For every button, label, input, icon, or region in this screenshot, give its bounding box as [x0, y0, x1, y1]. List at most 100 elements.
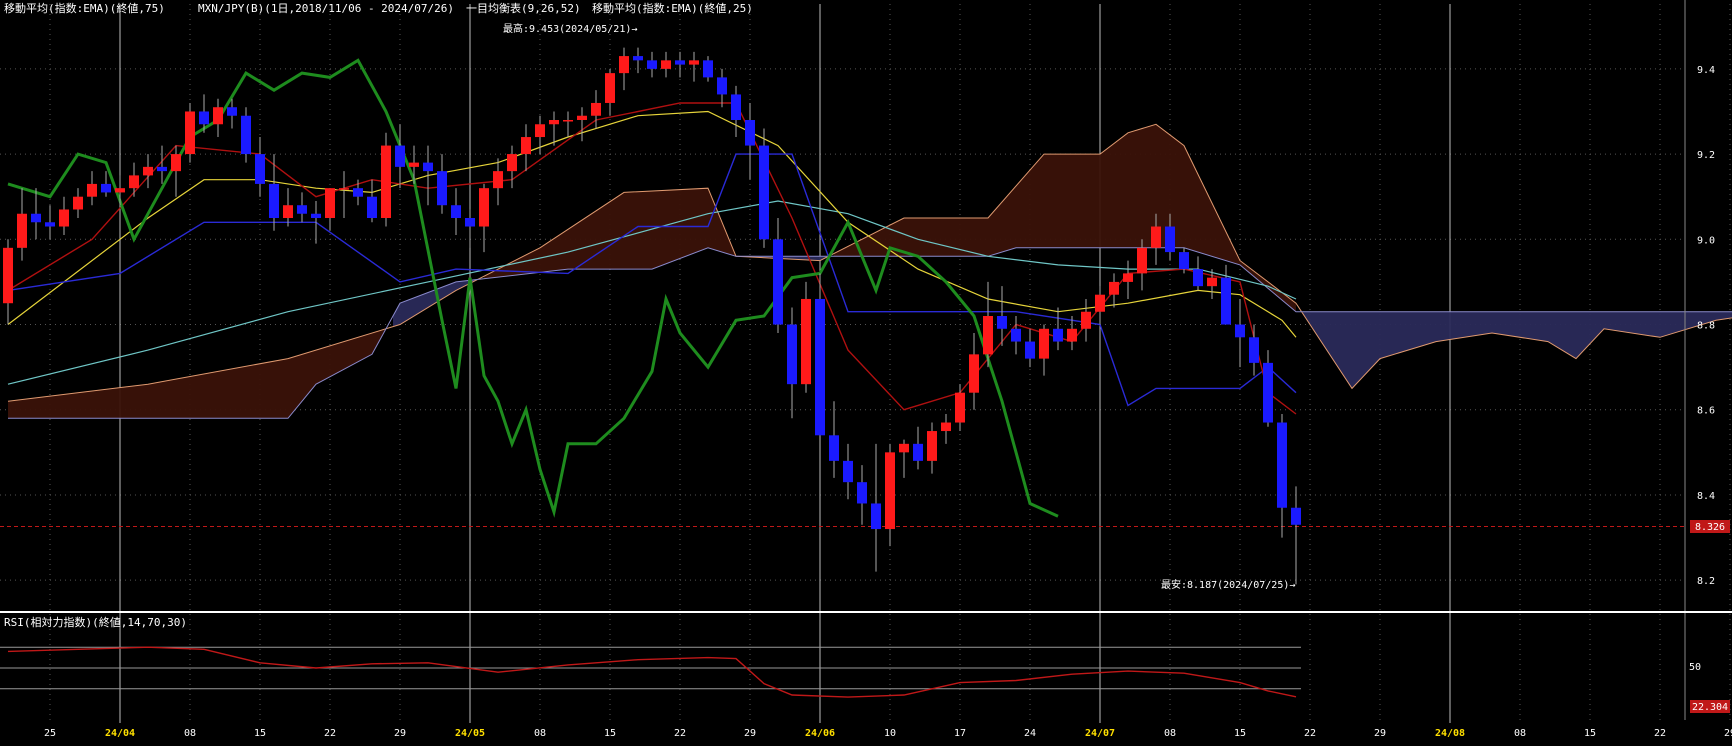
candle-down — [1263, 362, 1273, 423]
candle-up — [619, 56, 629, 74]
date-tick-label: 22 — [1304, 728, 1316, 739]
price-tick-label: 8.4 — [1697, 491, 1715, 502]
candle-down — [829, 435, 839, 461]
candle-up — [283, 205, 293, 218]
candle-down — [1011, 328, 1021, 342]
date-tick-label: 08 — [534, 728, 546, 739]
price-tick-label: 8.8 — [1697, 321, 1715, 332]
candle-down — [871, 503, 881, 530]
date-tick-label: 22 — [1654, 728, 1666, 739]
candle-up — [955, 392, 965, 423]
date-tick-label: 24/05 — [455, 728, 485, 739]
date-tick-label: 15 — [1234, 728, 1246, 739]
candle-down — [311, 213, 321, 218]
candle-up — [885, 452, 895, 530]
candle-down — [367, 196, 377, 218]
labels: 移動平均(指数:EMA)(終値,75) MXN/JPY(B)(1日,2018/1… — [4, 1, 1730, 713]
candle-up — [409, 162, 419, 167]
date-tick-label: 25 — [44, 728, 56, 739]
candle-up — [927, 431, 937, 461]
date-tick-label: 22 — [674, 728, 686, 739]
candle-down — [1277, 422, 1287, 508]
candle-up — [493, 171, 503, 189]
candle-up — [899, 443, 909, 453]
date-tick-label: 08 — [184, 728, 196, 739]
candle-down — [787, 324, 797, 385]
candle-down — [1179, 252, 1189, 270]
candle-up — [87, 183, 97, 197]
candle-up — [969, 354, 979, 393]
candle-down — [1221, 277, 1231, 325]
candle-down — [633, 56, 643, 61]
candle-down — [815, 298, 825, 436]
legend-ema25: 移動平均(指数:EMA)(終値,25) — [592, 1, 753, 15]
candle-up — [801, 298, 811, 385]
date-tick-label: 24/06 — [805, 728, 835, 739]
date-tick-label: 10 — [884, 728, 896, 739]
candle-up — [1067, 328, 1077, 342]
candle-down — [745, 120, 755, 146]
candle-up — [185, 111, 195, 155]
candle-up — [143, 166, 153, 176]
date-tick-label: 08 — [1514, 728, 1526, 739]
candle-up — [689, 60, 699, 65]
candle-down — [157, 166, 167, 172]
candle-down — [731, 94, 741, 120]
current-price-label: 8.326 — [1695, 522, 1725, 533]
rsi-last-value: 22.304 — [1692, 702, 1728, 713]
date-tick-label: 22 — [324, 728, 336, 739]
candle-down — [451, 205, 461, 218]
candle-down — [31, 213, 41, 223]
candle-up — [479, 188, 489, 227]
candle-up — [605, 73, 615, 103]
candle-down — [759, 145, 769, 240]
senkou-span-b-line — [8, 247, 1732, 419]
high-annotation: 最高:9.453(2024/05/21)→ — [503, 22, 637, 35]
kumo-cloud-bullish — [1303, 311, 1732, 389]
kumo-cloud-bearish — [834, 124, 1296, 312]
candle-down — [199, 111, 209, 125]
price-tick-label: 8.6 — [1697, 406, 1715, 417]
candle-up — [661, 60, 671, 69]
candle-down — [241, 115, 251, 155]
candle-up — [3, 247, 13, 304]
candle-down — [395, 145, 405, 167]
date-tick-label: 24 — [1024, 728, 1036, 739]
date-tick-label: 29 — [394, 728, 406, 739]
candle-down — [773, 239, 783, 325]
candle-down — [1193, 269, 1203, 287]
candle-down — [647, 60, 657, 69]
candle-down — [675, 60, 685, 65]
rsi-legend: RSI(相対力指数)(終値,14,70,30) — [4, 615, 187, 629]
candle-down — [1053, 328, 1063, 342]
candle-up — [171, 154, 181, 172]
date-tick-label: 24/07 — [1085, 728, 1115, 739]
candle-down — [857, 482, 867, 504]
candle-down — [45, 222, 55, 227]
rsi-mid-label: 50 — [1689, 662, 1701, 673]
legend-ichimoku: 一目均衡表(9,26,52) — [466, 1, 581, 15]
rsi-panel — [0, 646, 1301, 698]
candle-up — [1095, 294, 1105, 312]
candle-up — [339, 188, 349, 190]
candlestick-series — [3, 47, 1301, 585]
candle-up — [521, 137, 531, 155]
candle-down — [255, 154, 265, 184]
candle-up — [1151, 226, 1161, 248]
legend-symbol: MXN/JPY(B)(1日,2018/11/06 - 2024/07/26) — [198, 2, 454, 15]
rsi-line — [7, 646, 1297, 698]
candle-up — [563, 120, 573, 122]
candle-down — [465, 218, 475, 227]
candle-up — [1207, 277, 1217, 287]
price-tick-label: 9.2 — [1697, 150, 1715, 161]
candle-up — [115, 188, 125, 193]
rsi-last-value-badge — [1690, 700, 1730, 713]
candle-down — [227, 107, 237, 116]
legend-ema75: 移動平均(指数:EMA)(終値,75) — [4, 1, 165, 15]
candle-up — [381, 145, 391, 218]
candle-down — [1249, 337, 1259, 363]
date-tick-label: 15 — [604, 728, 616, 739]
candle-up — [577, 115, 587, 120]
candle-down — [1165, 226, 1175, 253]
